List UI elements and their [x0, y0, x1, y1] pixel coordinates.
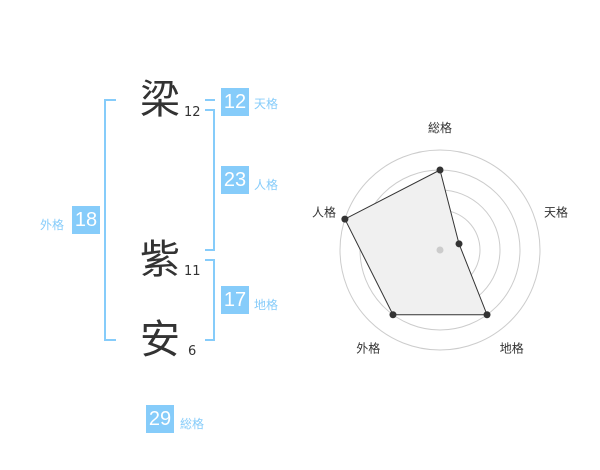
radar-area — [344, 169, 488, 316]
radar-axis-label: 天格 — [544, 204, 568, 219]
gaikaku-bracket — [104, 99, 116, 341]
radar-point — [389, 311, 397, 319]
radar-axis-label: 人格 — [312, 204, 336, 219]
radar-center — [436, 246, 444, 254]
name-char-2: 紫 — [140, 237, 180, 283]
gaikaku-label: 外格 — [40, 218, 65, 232]
stroke-count-3: 6 — [188, 344, 197, 359]
jinkaku-value: 23 — [221, 166, 249, 194]
jinkaku-bracket — [205, 109, 215, 251]
chikaku-label: 地格 — [254, 298, 279, 312]
radar-point — [483, 311, 491, 319]
radar-point — [455, 240, 463, 248]
radar-ring — [339, 149, 541, 351]
soukaku-value: 29 — [146, 405, 174, 433]
jinkaku-label: 人格 — [254, 178, 279, 192]
radar-point — [341, 215, 349, 223]
gaikaku-value: 18 — [72, 206, 100, 234]
chikaku-value: 17 — [221, 286, 249, 314]
radar-axis-label: 地格 — [500, 341, 524, 356]
tenkaku-bracket — [205, 99, 215, 101]
stroke-count-2: 11 — [184, 264, 201, 279]
radar-point — [436, 166, 444, 174]
soukaku-label: 総格 — [180, 417, 205, 431]
radar-axis-label: 外格 — [356, 341, 380, 356]
radar-axis-label: 総格 — [428, 120, 452, 135]
name-char-3: 安 — [140, 317, 180, 363]
chikaku-bracket — [205, 259, 215, 341]
tenkaku-label: 天格 — [254, 97, 279, 111]
stroke-count-1: 12 — [184, 105, 201, 120]
name-char-1: 梁 — [140, 77, 180, 123]
tenkaku-value: 12 — [221, 88, 249, 116]
